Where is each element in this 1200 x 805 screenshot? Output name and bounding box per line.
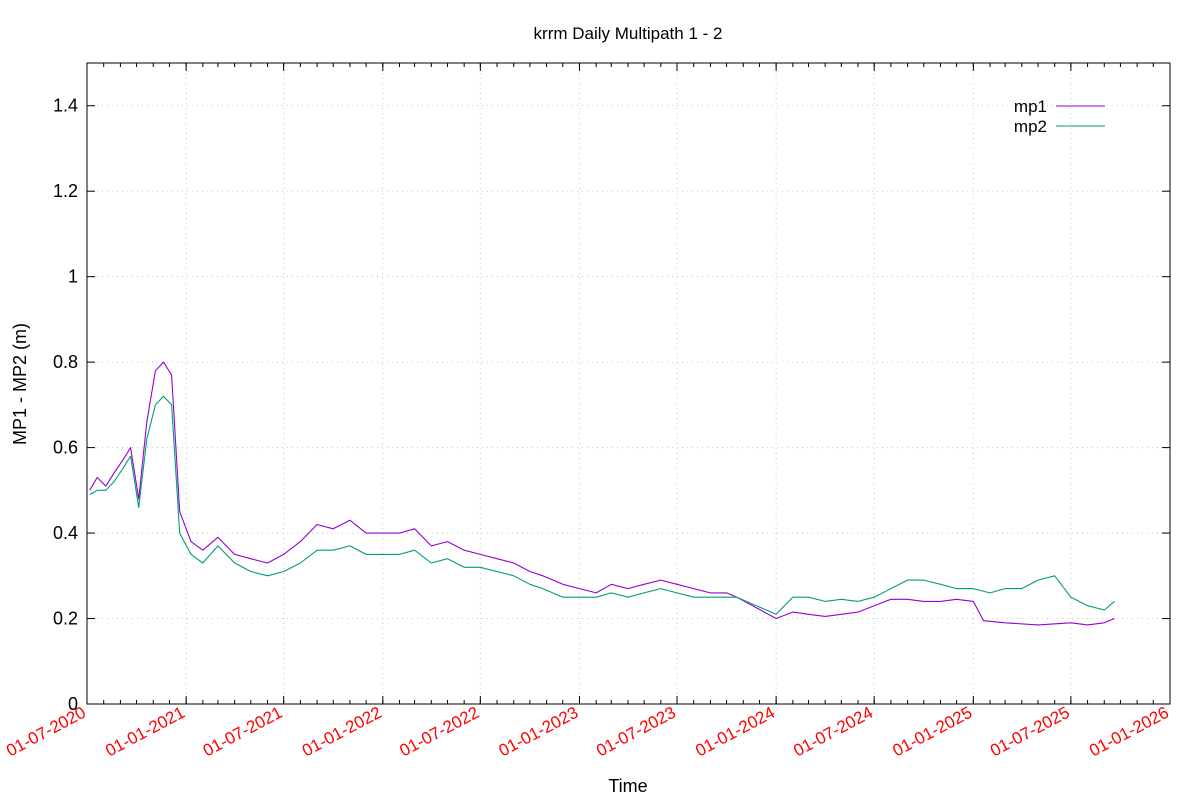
y-tick-label: 0.8 (53, 352, 78, 372)
legend-label-mp2: mp2 (1014, 117, 1047, 136)
y-tick-label: 1.4 (53, 96, 78, 116)
y-tick-label: 0.6 (53, 438, 78, 458)
labels-layer: krrm Daily Multipath 1 - 2 Time MP1 - MP… (10, 24, 722, 796)
series-line-mp2 (89, 395, 1115, 615)
y-tick-label: 1 (68, 267, 78, 287)
y-tick-label: 0.2 (53, 609, 78, 629)
plot-frame (86, 62, 1171, 705)
y-tick-label: 0 (68, 694, 78, 714)
y-axis-label: MP1 - MP2 (m) (10, 323, 30, 445)
legend-label-mp1: mp1 (1014, 97, 1047, 116)
y-tick-label: 1.2 (53, 181, 78, 201)
legend: mp1 mp2 (1014, 97, 1105, 136)
chart-title: krrm Daily Multipath 1 - 2 (534, 24, 723, 43)
y-tick-label: 0.4 (53, 523, 78, 543)
series-layer (89, 361, 1115, 626)
series-line-mp1 (89, 361, 1115, 626)
grid-layer (87, 63, 1170, 704)
x-axis-label: Time (608, 776, 647, 796)
